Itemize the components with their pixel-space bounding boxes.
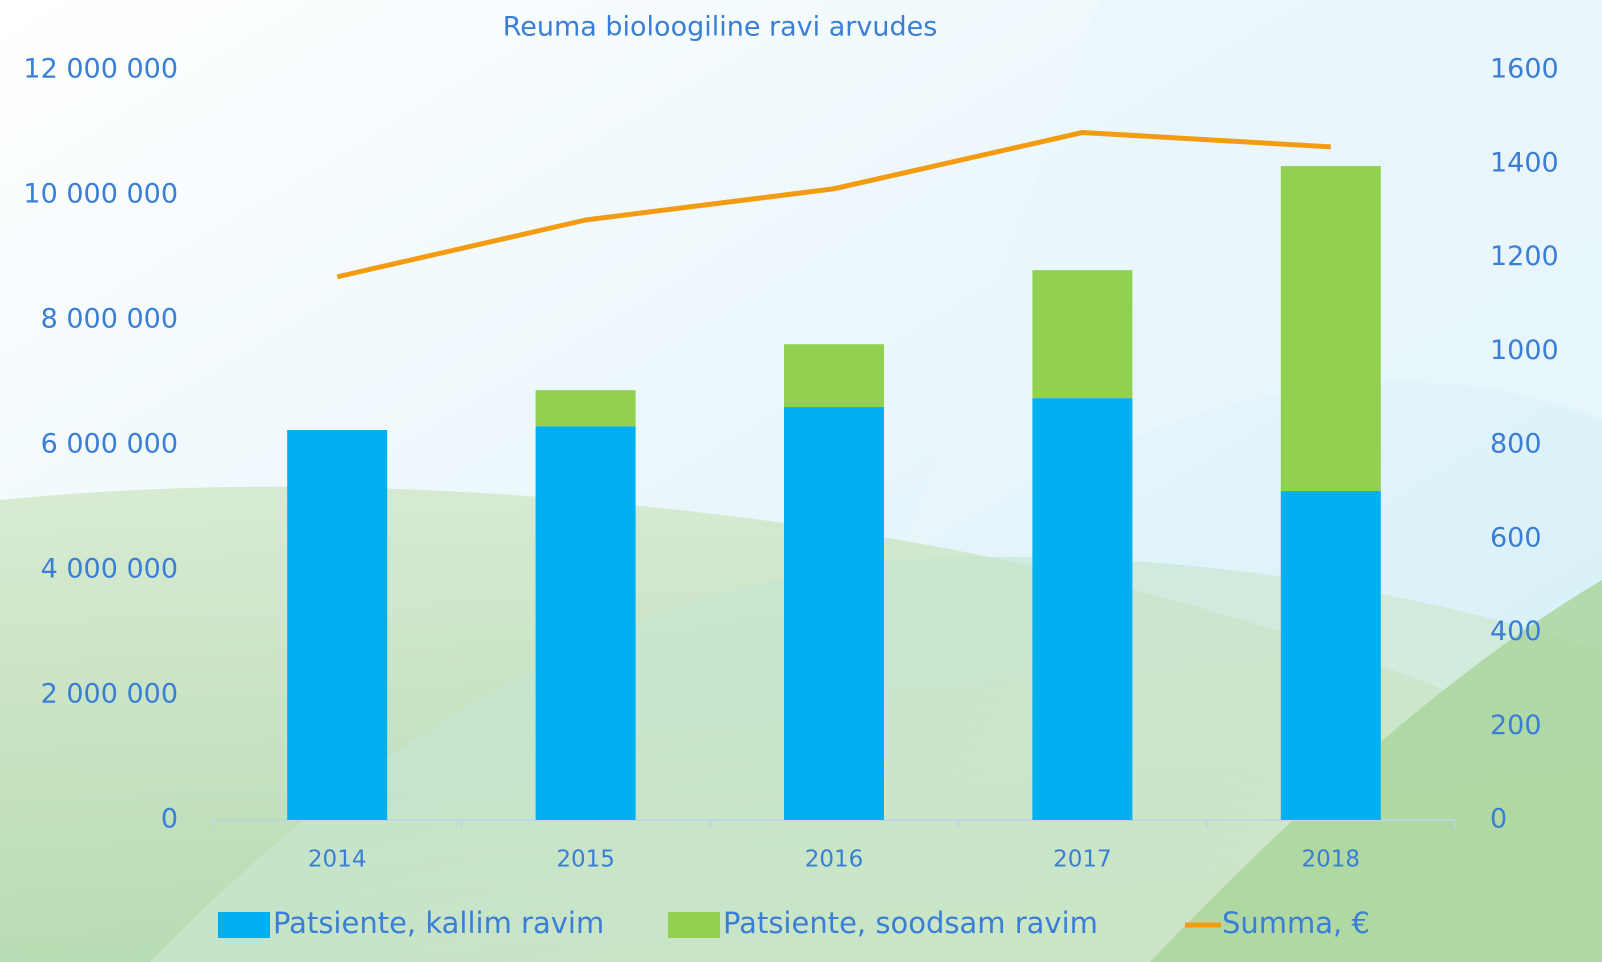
- bar: [287, 430, 387, 820]
- y-tick-label: 0: [161, 804, 178, 835]
- y2-tick-label: 400: [1490, 616, 1542, 647]
- x-tick-label: 2015: [556, 847, 615, 873]
- y2-tick-label: 0: [1490, 804, 1507, 835]
- y-tick-label: 10 000 000: [23, 179, 178, 210]
- legend-label: Summa, €: [1222, 906, 1370, 940]
- bar: [784, 344, 884, 407]
- bar: [784, 407, 884, 820]
- y-tick-label: 4 000 000: [41, 554, 178, 585]
- y-tick-label: 8 000 000: [41, 304, 178, 335]
- legend-label: Patsiente, soodsam ravim: [723, 906, 1098, 940]
- x-tick-label: 2017: [1053, 847, 1112, 873]
- page: {"chart_data": { "type": "bar", "stacked…: [0, 0, 1602, 962]
- y2-tick-label: 1400: [1490, 147, 1559, 178]
- bar: [1032, 270, 1132, 398]
- legend-swatch: [668, 912, 720, 938]
- y2-tick-label: 1200: [1490, 241, 1559, 272]
- legend-swatch: [218, 912, 270, 938]
- y2-tick-label: 200: [1490, 710, 1542, 741]
- bar: [1281, 491, 1381, 820]
- y2-tick-label: 600: [1490, 522, 1542, 553]
- y-tick-label: 12 000 000: [23, 54, 178, 85]
- bar: [1281, 166, 1381, 491]
- y2-tick-label: 800: [1490, 429, 1542, 460]
- legend-label: Patsiente, kallim ravim: [273, 906, 604, 940]
- chart-title: Reuma bioloogiline ravi arvudes: [503, 12, 938, 43]
- bar: [536, 390, 636, 426]
- x-tick-label: 2014: [308, 847, 367, 873]
- y-tick-label: 6 000 000: [41, 429, 178, 460]
- bar: [1032, 398, 1132, 820]
- y2-tick-label: 1000: [1490, 335, 1559, 366]
- y-tick-label: 2 000 000: [41, 679, 178, 710]
- chart: Reuma bioloogiline ravi arvudes 0 2 000 0…: [0, 0, 1602, 962]
- x-tick-label: 2016: [805, 847, 864, 873]
- x-tick-label: 2018: [1302, 847, 1361, 873]
- y2-tick-label: 1600: [1490, 54, 1559, 85]
- bar: [536, 426, 636, 820]
